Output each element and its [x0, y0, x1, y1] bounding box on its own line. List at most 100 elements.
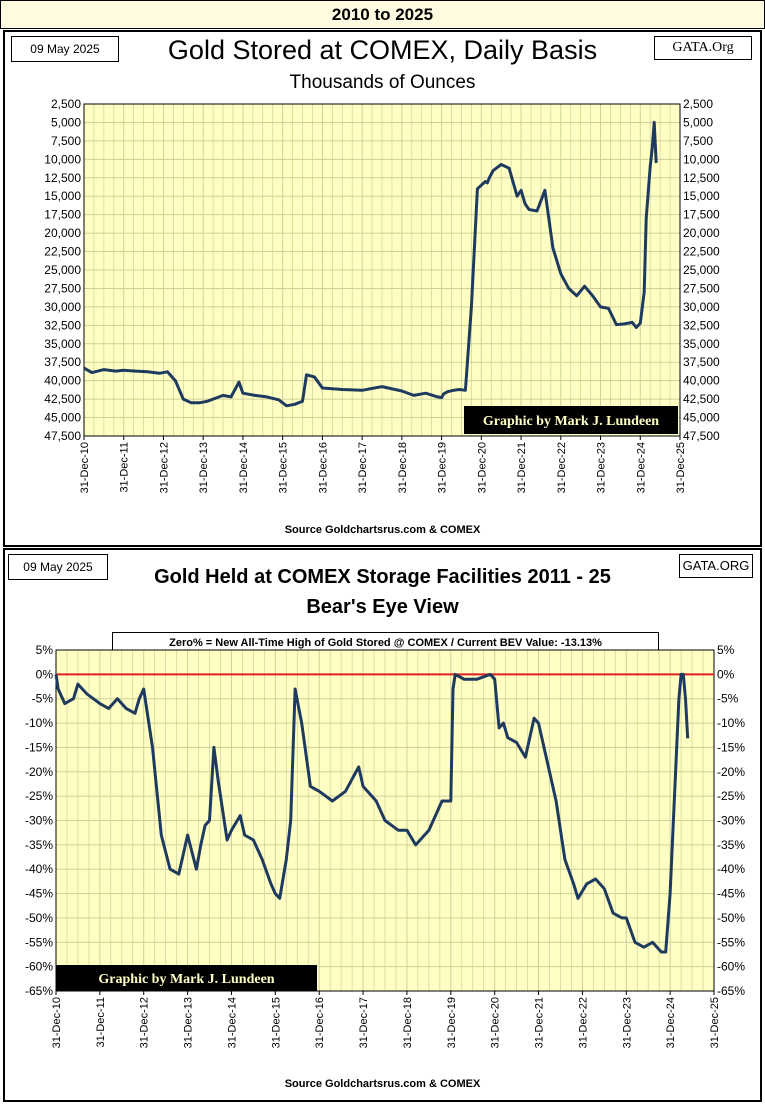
header-title: 2010 to 2025 — [331, 5, 434, 24]
source-label: Source Goldchartsrus.com & COMEX — [284, 524, 481, 536]
date-label: 09 May 2025 — [11, 36, 119, 62]
credit-label: Graphic by Mark J. Lundeen — [98, 972, 274, 987]
y-tick-label-right: -45% — [717, 887, 745, 901]
x-tick-label: 31-Dec-12 — [158, 442, 170, 493]
y-tick-label-left: 10,000 — [44, 152, 81, 166]
y-tick-label-left: -25% — [25, 789, 53, 803]
y-tick-label-right: -10% — [717, 716, 745, 730]
y-tick-label-right: 20,000 — [683, 226, 720, 240]
y-tick-label-left: -55% — [25, 935, 53, 949]
y-tick-label-left: 7,500 — [51, 134, 81, 148]
header-bar: 2010 to 2025 — [0, 0, 765, 29]
x-tick-label: 31-Dec-14 — [226, 997, 238, 1048]
chart-subtitle: Thousands of Ounces — [289, 72, 476, 93]
y-tick-label-right: 15,000 — [683, 189, 720, 203]
chart-panel-bev: 09 May 2025 GATA.ORG Gold Held at COMEX … — [3, 548, 762, 1102]
y-tick-label-left: 20,000 — [44, 226, 81, 240]
y-tick-label-left: 5,000 — [51, 115, 81, 129]
x-tick-label: 31-Dec-24 — [635, 442, 647, 493]
series-line — [83, 120, 658, 408]
x-tick-label: 31-Dec-15 — [270, 997, 282, 1048]
y-tick-label-right: 32,500 — [683, 318, 720, 332]
y-tick-label-right: 2,500 — [683, 97, 713, 111]
y-tick-label-left: -65% — [25, 984, 53, 998]
x-tick-label: 31-Dec-17 — [358, 997, 370, 1048]
y-tick-label-right: 0% — [717, 667, 735, 681]
zero-note: Zero% = New All-Time High of Gold Stored… — [112, 632, 659, 654]
y-tick-label-right: 45,000 — [683, 411, 720, 425]
x-tick-label: 31-Dec-22 — [577, 997, 589, 1048]
y-tick-label-right: -35% — [717, 838, 745, 852]
y-tick-label-right: 27,500 — [683, 281, 720, 295]
y-tick-label-right: 17,500 — [683, 208, 720, 222]
y-tick-label-left: 2,500 — [51, 97, 81, 111]
y-tick-label-right: 7,500 — [683, 134, 713, 148]
credit-box — [464, 406, 678, 434]
y-tick-label-left: 30,000 — [44, 300, 81, 314]
x-tick-label: 31-Dec-13 — [198, 442, 210, 493]
y-tick-label-right: -60% — [717, 960, 745, 974]
credit-label: Graphic by Mark J. Lundeen — [483, 414, 659, 429]
y-tick-label-right: 5% — [717, 643, 735, 657]
y-tick-label-left: -45% — [25, 887, 53, 901]
x-tick-label: 31-Dec-21 — [534, 997, 546, 1048]
x-tick-label: 31-Dec-22 — [556, 442, 568, 493]
chart-title: Gold Held at COMEX Storage Facilities 20… — [154, 566, 611, 588]
x-tick-label: 31-Dec-15 — [278, 442, 290, 493]
x-tick-label: 31-Dec-25 — [675, 442, 687, 493]
x-tick-label: 31-Dec-19 — [446, 997, 458, 1048]
x-tick-label: 31-Dec-12 — [139, 997, 151, 1048]
y-tick-label-right: 5,000 — [683, 115, 713, 129]
y-tick-label-right: -65% — [717, 984, 745, 998]
y-tick-label-right: 40,000 — [683, 374, 720, 388]
y-tick-label-right: 12,500 — [683, 171, 720, 185]
credit-box — [56, 965, 317, 991]
y-tick-label-right: -15% — [717, 740, 745, 754]
y-tick-label-right: 22,500 — [683, 245, 720, 259]
x-tick-label: 31-Dec-16 — [317, 442, 329, 493]
y-tick-label-left: 42,500 — [44, 392, 81, 406]
y-tick-label-right: 35,000 — [683, 337, 720, 351]
y-tick-label-left: -20% — [25, 765, 53, 779]
chart-title: Gold Stored at COMEX, Daily Basis — [167, 35, 598, 65]
chart-panel-stored: 09 May 2025 GATA.Org Gold Stored at COME… — [3, 30, 762, 547]
y-tick-label-right: -20% — [717, 765, 745, 779]
y-tick-label-left: 12,500 — [44, 171, 81, 185]
y-tick-label-left: -10% — [25, 716, 53, 730]
y-tick-label-left: -30% — [25, 814, 53, 828]
y-tick-label-right: 25,000 — [683, 263, 720, 277]
x-tick-label: 31-Dec-24 — [665, 997, 677, 1048]
y-tick-label-right: 10,000 — [683, 152, 720, 166]
y-tick-label-left: 47,500 — [44, 429, 81, 443]
x-tick-label: 31-Dec-11 — [95, 997, 107, 1048]
x-tick-label: 31-Dec-23 — [621, 997, 633, 1048]
y-tick-label-right: -50% — [717, 911, 745, 925]
y-tick-label-left: 32,500 — [44, 318, 81, 332]
x-tick-label: 31-Dec-16 — [314, 997, 326, 1048]
y-tick-label-left: -15% — [25, 740, 53, 754]
y-tick-label-right: 47,500 — [683, 429, 720, 443]
plot-frame — [83, 103, 681, 437]
x-tick-label: 31-Dec-25 — [709, 997, 721, 1048]
y-tick-label-left: 5% — [36, 643, 54, 657]
x-tick-label: 31-Dec-19 — [437, 442, 449, 493]
site-label: GATA.Org — [654, 36, 752, 60]
y-tick-label-right: 42,500 — [683, 392, 720, 406]
y-tick-label-left: -50% — [25, 911, 53, 925]
y-tick-label-right: -40% — [717, 862, 745, 876]
x-tick-label: 31-Dec-21 — [516, 442, 528, 493]
x-tick-label: 31-Dec-17 — [357, 442, 369, 493]
x-tick-label: 31-Dec-18 — [402, 997, 414, 1048]
y-tick-label-left: 25,000 — [44, 263, 81, 277]
y-tick-label-left: -5% — [32, 692, 54, 706]
y-tick-label-left: 22,500 — [44, 245, 81, 259]
chart-1-svg: 31-Dec-10 31-Dec-11 31-Dec-12 31-Dec-13 31-D… — [44, 97, 720, 493]
x-tick-label: 31-Dec-13 — [183, 997, 195, 1048]
y-tick-label-right: -30% — [717, 814, 745, 828]
x-tick-label: 31-Dec-20 — [490, 997, 502, 1048]
plot-frame — [55, 649, 715, 992]
y-tick-label-left: 40,000 — [44, 374, 81, 388]
x-tick-label: 31-Dec-23 — [596, 442, 608, 493]
y-tick-label-right: 37,500 — [683, 355, 720, 369]
x-tick-label: 31-Dec-18 — [397, 442, 409, 493]
